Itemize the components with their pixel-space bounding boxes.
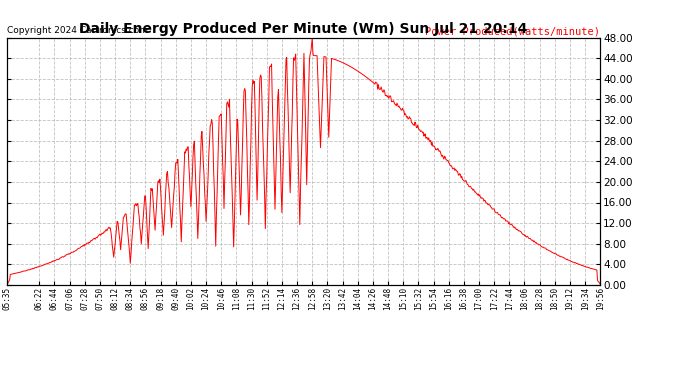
Title: Daily Energy Produced Per Minute (Wm) Sun Jul 21 20:14: Daily Energy Produced Per Minute (Wm) Su… <box>79 22 528 36</box>
Text: Power Produced(watts/minute): Power Produced(watts/minute) <box>425 26 600 36</box>
Text: Copyright 2024 Cartronics.com: Copyright 2024 Cartronics.com <box>7 26 148 35</box>
